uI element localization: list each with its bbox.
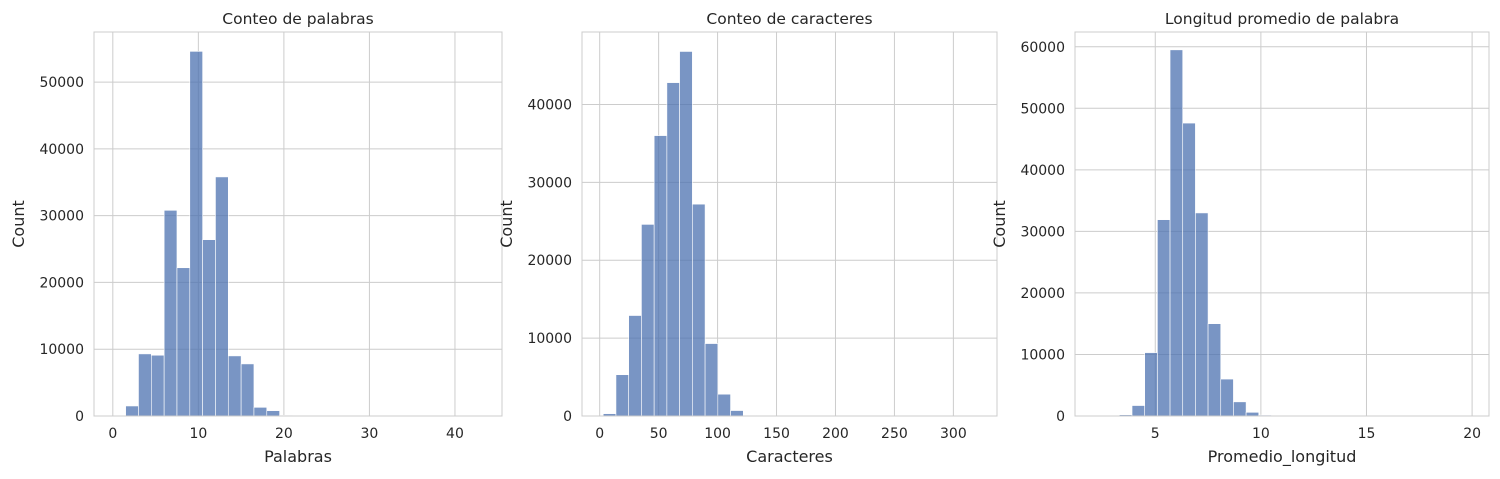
histogram-bar xyxy=(692,204,705,416)
panel-word-count: 0 10 20 30 40 0 10000 20000 30000 40000 50000 Conte… xyxy=(9,10,502,466)
histogram-bar xyxy=(1246,412,1259,416)
histogram-bar xyxy=(1132,406,1145,416)
histogram-bar xyxy=(705,344,718,416)
histogram-bar xyxy=(667,83,680,416)
histogram-bar xyxy=(203,240,216,416)
x-tick-label: 0 xyxy=(595,426,604,442)
histogram-bar xyxy=(641,224,654,416)
x-tick-label: 5 xyxy=(1151,426,1160,442)
y-axis-label: Count xyxy=(9,200,28,248)
x-axis-label: Caracteres xyxy=(746,447,833,466)
x-tick-label: 10 xyxy=(1252,426,1270,442)
x-tick-label: 150 xyxy=(763,426,790,442)
x-tick-label: 10 xyxy=(189,426,207,442)
histogram-bar xyxy=(190,51,203,416)
y-tick-label: 0 xyxy=(75,409,84,425)
y-tick-label: 50000 xyxy=(1020,101,1065,117)
histogram-bar xyxy=(1208,324,1221,416)
histogram-bar xyxy=(1157,220,1170,416)
y-tick-label: 40000 xyxy=(39,142,84,158)
y-tick-label: 20000 xyxy=(1020,286,1065,302)
histogram-bar xyxy=(241,364,254,416)
histogram-bar xyxy=(1233,402,1246,416)
axes-frame xyxy=(1075,32,1489,416)
histogram-bar xyxy=(616,375,629,416)
y-axis-label: Count xyxy=(990,200,1009,248)
x-tick-label: 0 xyxy=(108,426,117,442)
histogram-bar xyxy=(215,177,228,416)
histogram-bar xyxy=(228,356,241,416)
y-tick-label: 10000 xyxy=(527,331,572,347)
chart-title: Conteo de palabras xyxy=(222,10,373,28)
histogram-bar xyxy=(138,354,151,416)
x-tick-label: 50 xyxy=(650,426,668,442)
y-tick-label: 0 xyxy=(563,409,572,425)
x-tick-label: 20 xyxy=(275,426,293,442)
x-tick-label: 100 xyxy=(704,426,731,442)
histogram-bar xyxy=(267,411,280,416)
histogram-bar xyxy=(731,411,744,416)
y-tick-label: 30000 xyxy=(39,209,84,225)
y-tick-label: 0 xyxy=(1056,409,1065,425)
panel-char-count: 0 50 100 150 200 250 300 0 10000 20000 30000 40000 C… xyxy=(497,10,997,466)
histogram-bar xyxy=(1221,379,1234,416)
x-tick-label: 300 xyxy=(940,426,967,442)
histogram-bar xyxy=(164,210,177,416)
histogram-bar xyxy=(654,136,667,416)
x-tick-label: 30 xyxy=(361,426,379,442)
histogram-bar xyxy=(177,268,190,416)
chart-title: Longitud promedio de palabra xyxy=(1165,10,1399,28)
y-tick-label: 20000 xyxy=(39,275,84,291)
y-tick-label: 30000 xyxy=(527,175,572,191)
y-axis-label: Count xyxy=(497,200,516,248)
x-tick-label: 40 xyxy=(446,426,464,442)
histogram-bar xyxy=(1195,213,1208,416)
x-axis-label: Palabras xyxy=(264,447,332,466)
y-tick-label: 20000 xyxy=(527,253,572,269)
y-tick-label: 60000 xyxy=(1020,40,1065,56)
y-tick-label: 40000 xyxy=(527,97,572,113)
histogram-bar xyxy=(1170,50,1183,416)
x-tick-label: 250 xyxy=(881,426,908,442)
x-tick-label: 20 xyxy=(1463,426,1481,442)
histogram-bar xyxy=(151,355,164,416)
y-tick-label: 50000 xyxy=(39,75,84,91)
y-tick-label: 30000 xyxy=(1020,224,1065,240)
y-tick-label: 40000 xyxy=(1020,163,1065,179)
histogram-bar xyxy=(718,394,731,416)
histogram-bar xyxy=(629,316,642,416)
x-tick-label: 200 xyxy=(822,426,849,442)
panel-avg-word-length: 5 10 15 20 0 10000 20000 30000 40000 50000 60000 Lo… xyxy=(990,10,1489,467)
x-axis-label: Promedio_longitud xyxy=(1208,447,1357,467)
y-tick-label: 10000 xyxy=(39,342,84,358)
x-tick-label: 15 xyxy=(1358,426,1376,442)
chart-title: Conteo de caracteres xyxy=(706,10,872,28)
histogram-bar xyxy=(1145,353,1158,416)
y-tick-label: 10000 xyxy=(1020,347,1065,363)
histogram-bar xyxy=(680,51,693,416)
histogram-bar xyxy=(1183,123,1196,416)
histogram-bar xyxy=(126,406,139,416)
histogram-bar xyxy=(254,407,267,416)
